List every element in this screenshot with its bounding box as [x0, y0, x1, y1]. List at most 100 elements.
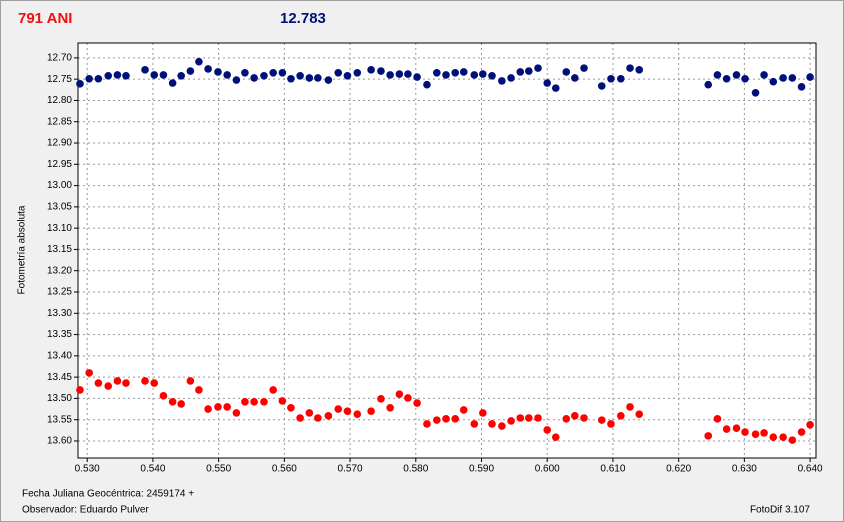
data-point [732, 71, 741, 79]
data-point [104, 382, 113, 390]
data-point [551, 84, 560, 92]
data-point [113, 377, 122, 385]
x-tick-label: 0.580 [403, 464, 428, 475]
data-point [534, 64, 542, 72]
data-point [305, 74, 314, 82]
x-tick-label: 0.610 [600, 464, 625, 475]
data-point [571, 74, 579, 82]
data-point [305, 409, 314, 417]
y-tick-label: 13.15 [47, 244, 72, 255]
data-point [159, 71, 168, 79]
data-point [516, 414, 525, 422]
data-point [442, 71, 450, 79]
data-point [423, 80, 431, 89]
x-tick-label: 0.630 [732, 464, 757, 475]
data-point [459, 68, 468, 76]
x-tick-label: 0.530 [75, 464, 100, 475]
data-point [751, 430, 760, 438]
data-point [214, 403, 222, 411]
data-point [470, 71, 479, 79]
data-point [260, 398, 268, 406]
data-point [760, 429, 768, 437]
y-tick-label: 12.85 [47, 116, 72, 127]
y-tick-label: 13.50 [47, 393, 72, 404]
data-point [459, 406, 468, 414]
data-point [516, 68, 525, 76]
data-point [195, 57, 203, 66]
data-point [377, 395, 385, 403]
data-point [580, 414, 588, 422]
data-point [704, 432, 713, 440]
data-point [769, 433, 778, 441]
data-point [760, 71, 768, 79]
data-point [395, 390, 404, 398]
data-point [278, 397, 287, 405]
y-tick-label: 12.95 [47, 159, 72, 170]
data-point [741, 428, 749, 436]
data-point [607, 420, 615, 428]
data-point [223, 71, 231, 79]
data-point [343, 407, 352, 415]
data-point [571, 412, 579, 420]
data-point [741, 74, 749, 83]
data-point [451, 415, 460, 423]
data-point [498, 77, 506, 85]
data-point [597, 82, 606, 90]
data-point [543, 79, 552, 87]
footer-text: FotoDif 3.107 [750, 505, 810, 516]
data-point [314, 414, 322, 422]
data-point [260, 71, 268, 80]
data-point [543, 426, 552, 434]
data-point [806, 73, 814, 81]
data-point [788, 74, 797, 82]
data-point [562, 68, 571, 76]
data-point [324, 412, 333, 420]
data-point [324, 76, 333, 84]
y-tick-label: 13.20 [47, 265, 72, 276]
data-point [343, 71, 352, 80]
data-point [635, 410, 644, 418]
data-point [386, 403, 394, 412]
y-tick-label: 13.10 [47, 223, 72, 234]
data-point [395, 70, 404, 78]
data-point [122, 71, 130, 80]
y-axis-label: Fotometría absoluta [17, 205, 28, 294]
data-point [404, 70, 412, 78]
data-point [507, 74, 515, 82]
data-point [104, 71, 113, 80]
data-point [704, 80, 713, 89]
data-point [470, 420, 479, 428]
data-point [404, 394, 412, 402]
x-tick-label: 0.600 [535, 464, 560, 475]
data-point [562, 415, 571, 423]
plot-border [77, 42, 817, 459]
data-point [377, 67, 385, 75]
data-point [177, 71, 185, 80]
y-tick-label: 13.05 [47, 202, 72, 213]
data-point [94, 379, 103, 387]
data-point [617, 412, 625, 420]
data-point [287, 74, 295, 83]
data-point [498, 422, 506, 430]
data-point [442, 415, 450, 423]
x-tick-label: 0.620 [666, 464, 691, 475]
data-point [186, 67, 195, 75]
data-point [296, 71, 304, 80]
data-point [534, 414, 542, 422]
x-tick-label: 0.540 [140, 464, 165, 475]
data-point [150, 379, 159, 387]
data-point [806, 421, 814, 429]
data-point [232, 409, 241, 417]
data-point [287, 403, 295, 412]
data-point [204, 65, 212, 73]
data-point [367, 407, 375, 415]
footer-text: Fecha Juliana Geocéntrica: 2459174 + [22, 489, 194, 500]
data-point [195, 386, 203, 394]
y-tick-label: 13.00 [47, 180, 72, 191]
y-tick-label: 12.80 [47, 95, 72, 106]
data-point [223, 403, 231, 411]
data-point [413, 73, 421, 81]
data-point [607, 74, 615, 83]
y-tick-label: 13.60 [47, 436, 72, 447]
data-point [250, 74, 258, 82]
